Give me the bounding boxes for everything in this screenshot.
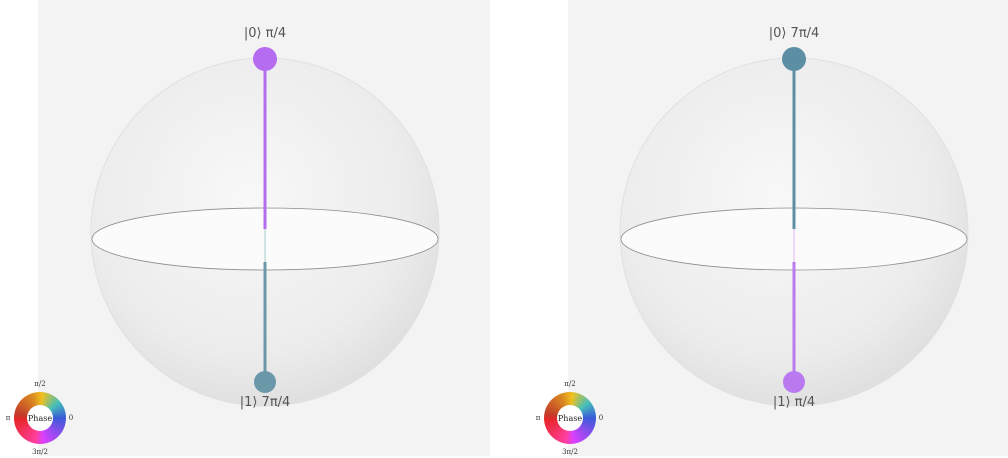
bloch-sphere-left [90,47,440,407]
phase-label-bottom: 3π/2 [562,448,578,456]
phase-wheel-right: Phase π/2 π 0 3π/2 [530,378,610,458]
bloch-sphere-right [619,47,969,407]
zero-state-label: |0⟩ 7π/4 [768,26,820,41]
sphere-panel-left: |0⟩ π/4 |1⟩ 7π/4 [38,0,490,456]
phase-center-label: Phase [27,405,53,431]
one-state-label: |1⟩ 7π/4 [239,395,291,410]
one-state-label: |1⟩ π/4 [772,395,816,410]
phase-label-right: 0 [68,414,74,422]
one-state-dot [254,371,276,393]
phase-label-top: π/2 [564,380,576,388]
zero-state-dot [253,47,277,71]
phase-label-bottom: 3π/2 [32,448,48,456]
one-state-dot [783,371,805,393]
phase-label-right: 0 [598,414,604,422]
zero-state-dot [782,47,806,71]
phase-label-left: π [5,414,11,422]
phase-center-label: Phase [557,405,583,431]
phase-label-left: π [535,414,541,422]
phase-label-top: π/2 [34,380,46,388]
phase-wheel-left: Phase π/2 π 0 3π/2 [0,378,80,458]
sphere-panel-right: |0⟩ 7π/4 |1⟩ π/4 [568,0,1008,456]
zero-state-label: |0⟩ π/4 [243,26,287,41]
